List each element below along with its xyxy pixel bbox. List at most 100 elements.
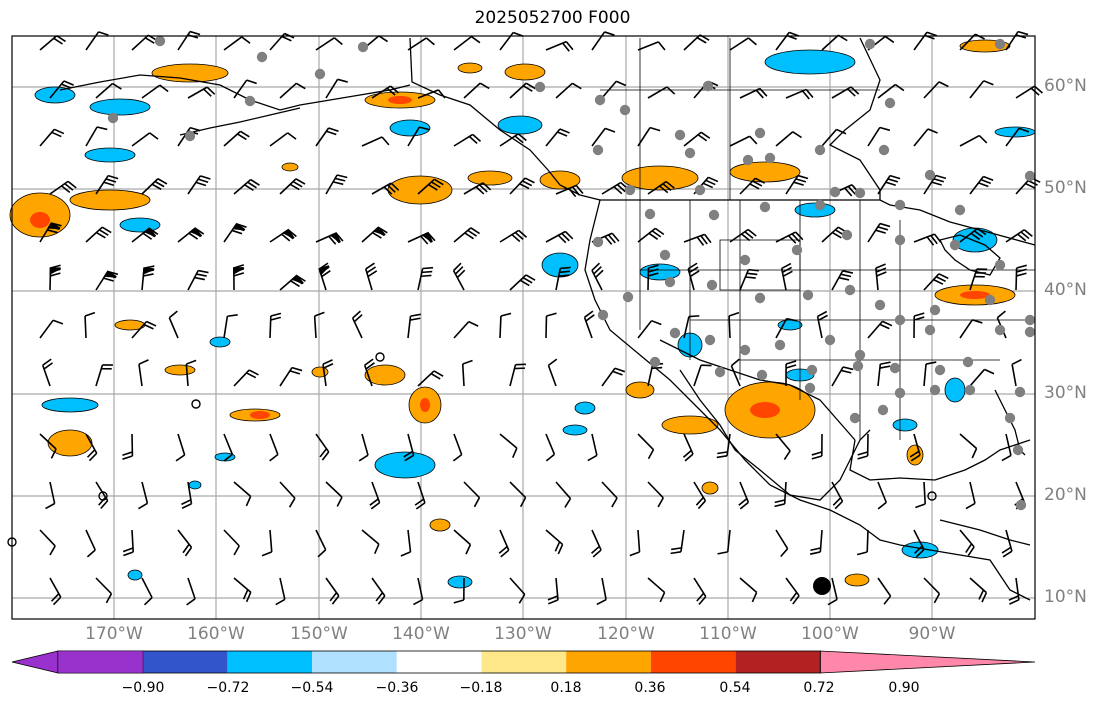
wind-barb (233, 481, 252, 507)
wind-barb (45, 481, 56, 510)
wind-barbs (39, 30, 1043, 606)
wind-barb (452, 433, 463, 462)
negative-anomaly-region (994, 126, 1036, 138)
positive-anomaly-region (429, 518, 451, 532)
lon-label-100w: 100°W (801, 624, 859, 644)
wind-barb (729, 37, 757, 51)
wind-barb (969, 577, 988, 603)
wind-barb (1005, 127, 1030, 147)
colorbar-segment (396, 651, 482, 673)
wind-barb (785, 88, 814, 100)
negative-anomaly-region (639, 263, 681, 281)
wind-barb (877, 361, 891, 387)
wind-barb (39, 128, 65, 147)
wind-barb (85, 529, 96, 558)
station-dot (854, 349, 866, 361)
wind-barb (775, 231, 804, 244)
positive-anomaly-region (844, 573, 870, 587)
positive-anomaly-region (30, 212, 50, 228)
negative-anomaly-region (188, 480, 202, 490)
wind-barb (315, 37, 343, 51)
wind-barb (187, 269, 209, 291)
station-dot (659, 249, 671, 261)
colorbar-extend-min (11, 650, 59, 674)
lon-label-120w: 120°W (597, 624, 655, 644)
colorbar-tick-label: 0.18 (550, 680, 582, 696)
wind-barb (785, 577, 800, 605)
wind-barb (1005, 229, 1033, 243)
wind-barb (325, 78, 348, 99)
wind-barb (361, 136, 390, 147)
wind-barb (775, 433, 791, 461)
wind-barb (867, 222, 891, 243)
wind-barb (867, 320, 893, 339)
wind-barb (233, 79, 257, 99)
wind-barb (39, 35, 66, 51)
wind-barb (85, 126, 108, 147)
station-dot (592, 144, 604, 156)
colorbar-tick-label: 0.90 (888, 680, 920, 696)
station-dot (702, 80, 714, 92)
wind-barb (591, 127, 616, 147)
station-dot (1012, 444, 1024, 456)
wind-barb (39, 529, 56, 556)
wind-barb (499, 133, 527, 147)
wind-barb (637, 319, 662, 339)
negative-anomaly-region (794, 202, 836, 218)
lat-label-40n: 40°N (1044, 280, 1087, 300)
wind-barb (693, 364, 712, 387)
positive-anomaly-region (69, 189, 151, 211)
station-markers (107, 35, 1036, 511)
political-borders (600, 38, 1035, 440)
positive-anomaly-contours (9, 39, 1016, 587)
colorbar-tick-label: −0.54 (290, 680, 334, 696)
wind-barb (499, 312, 512, 339)
wind-barb (738, 481, 750, 510)
wind-barb (693, 481, 707, 510)
wind-barb (1008, 577, 1020, 605)
station-dot (852, 360, 864, 372)
wind-barb (325, 577, 340, 605)
wind-barb (275, 577, 286, 606)
station-dot (1014, 386, 1026, 398)
wind-barb (545, 433, 556, 462)
negative-anomaly-region (389, 119, 431, 137)
wind-barb (269, 433, 279, 462)
wind-barb (269, 228, 297, 243)
station-dot (949, 239, 961, 251)
wind-barb (831, 86, 860, 99)
wind-barb (969, 80, 994, 99)
lon-label-150w: 150°W (290, 624, 348, 644)
station-dot (841, 229, 853, 241)
wind-barb (827, 577, 838, 606)
wind-barb (959, 433, 978, 459)
wind-barb (856, 529, 869, 556)
wind-barb (39, 433, 57, 459)
wind-barb (371, 577, 386, 605)
wind-barb (223, 529, 240, 556)
map-frame (11, 35, 1036, 620)
positive-anomaly-region (364, 364, 406, 386)
negative-anomaly-region (497, 115, 543, 135)
wind-barb (670, 529, 685, 555)
colorbar-segment (735, 651, 821, 673)
station-dot (684, 147, 696, 159)
negative-anomaly-region (89, 98, 151, 116)
wind-barb (923, 273, 949, 291)
wind-barb (279, 178, 306, 195)
wind-barb (369, 481, 381, 510)
wind-barb (351, 310, 363, 339)
wind-barb (509, 363, 526, 387)
station-dot (592, 236, 604, 248)
mexico-coast-inner (679, 369, 871, 501)
colorbar-extend-max (819, 650, 1036, 674)
wind-barb (909, 433, 921, 462)
wind-barb (555, 82, 582, 99)
wind-barb (637, 126, 661, 147)
station-dot (184, 130, 196, 142)
lat-label-20n: 20°N (1044, 485, 1087, 505)
wind-barb (969, 268, 988, 291)
hudson-bay (828, 37, 881, 200)
station-dot (664, 276, 676, 288)
negative-anomaly-region (209, 336, 231, 348)
